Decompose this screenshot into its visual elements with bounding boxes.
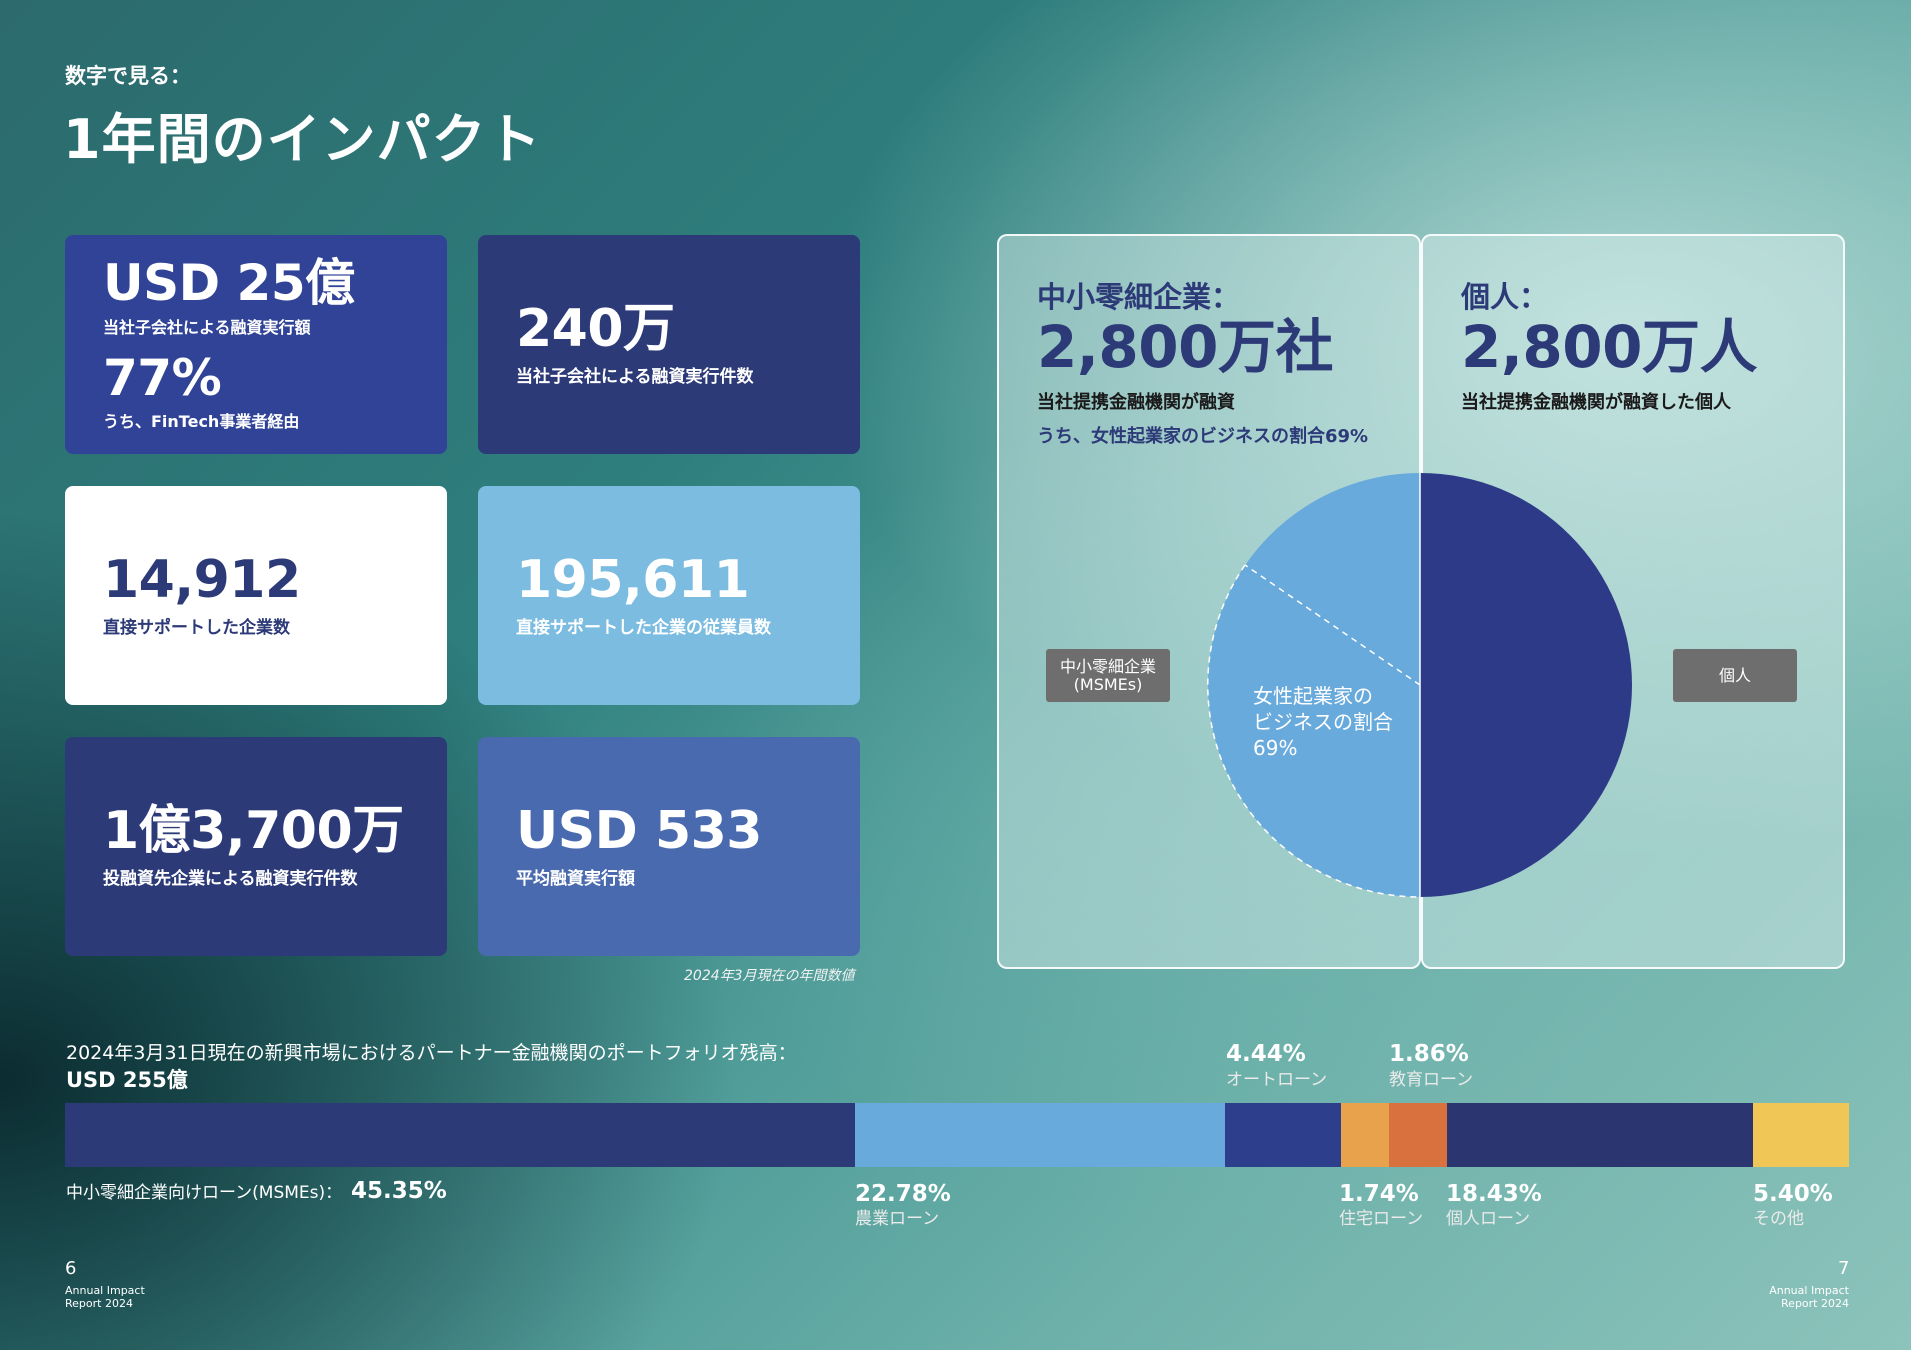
stat-card-companies: 14,912 直接サポートした企業数	[65, 486, 447, 705]
segment-agri	[855, 1103, 1225, 1167]
pie-divider-women	[1244, 564, 1421, 686]
segment-education	[1389, 1103, 1447, 1167]
pie-tag-msme-l1: 中小零細企業	[1059, 656, 1156, 676]
stat-label-secondary: うち、FinTech事業者経由	[103, 412, 300, 431]
stat-label: 直接サポートした企業の従業員数	[516, 618, 771, 639]
segment-auto	[1225, 1103, 1341, 1167]
pie-slice-individual	[1420, 473, 1632, 897]
pct-auto: 4.44%	[1226, 1041, 1306, 1067]
individual-value: 2,800万人	[1461, 313, 1757, 381]
page-number-right: 7	[1838, 1258, 1850, 1279]
segment-personal	[1447, 1103, 1753, 1167]
pie-tag-msme-l2: (MSMEs)	[1073, 674, 1143, 694]
pct-housing: 1.74%	[1339, 1181, 1419, 1207]
cat-agri: 農業ローン	[855, 1209, 940, 1229]
stat-value: 1億3,700万	[103, 800, 404, 861]
portfolio-total: USD 255億	[66, 1068, 188, 1092]
cat-personal: 個人ローン	[1446, 1209, 1531, 1229]
cat-auto: オートローン	[1226, 1070, 1328, 1090]
stat-value: 240万	[516, 298, 675, 359]
stat-card-employees: 195,611 直接サポートした企業の従業員数	[478, 486, 860, 705]
stat-card-disbursement: USD 25億 当社子会社による融資実行額 77% うち、FinTech事業者経…	[65, 235, 447, 454]
page-number-left: 6	[65, 1258, 77, 1279]
report-name-right: Annual Impact Report 2024	[1769, 1284, 1849, 1310]
pie-slice-msme	[1208, 473, 1420, 897]
pct-other: 5.40%	[1753, 1181, 1833, 1207]
msme-heading: 中小零細企業：	[1037, 280, 1241, 314]
individual-heading: 個人：	[1461, 280, 1549, 314]
pie-tag-individual: 個人	[1673, 649, 1797, 702]
pct-agri: 22.78%	[855, 1181, 951, 1207]
stat-card-disbursement-count: 240万 当社子会社による融資実行件数	[478, 235, 860, 454]
portfolio-bar	[65, 1103, 1849, 1167]
segment-msme	[65, 1103, 855, 1167]
stat-value: 195,611	[516, 549, 750, 610]
pie-inner-label-3: 69%	[1253, 736, 1297, 760]
stat-label: 当社子会社による融資実行額	[103, 317, 311, 337]
report-line-1: Annual Impact	[65, 1284, 145, 1297]
portfolio-title: 2024年3月31日現在の新興市場におけるパートナー金融機関のポートフォリオ残高…	[66, 1042, 797, 1064]
cat-housing: 住宅ローン	[1339, 1209, 1424, 1229]
stat-label: 平均融資実行額	[516, 869, 635, 890]
pie-tag-msme: 中小零細企業 (MSMEs)	[1046, 649, 1170, 702]
stat-value-secondary: 77%	[103, 348, 222, 407]
page-title: 1年間のインパクト	[63, 108, 542, 171]
stat-label: 当社子会社による融資実行件数	[516, 367, 754, 388]
segment-other	[1753, 1103, 1849, 1167]
pie-inner-label-2: ビジネスの割合	[1253, 710, 1393, 734]
cat-other: その他	[1753, 1209, 1804, 1229]
msme-label: 当社提携金融機関が融資	[1037, 391, 1235, 413]
msme-sub: うち、女性起業家のビジネスの割合69%	[1037, 425, 1369, 447]
stat-label: 投融資先企業による融資実行件数	[103, 869, 358, 890]
pie-inner-label-1: 女性起業家の	[1253, 684, 1373, 708]
report-line-1: Annual Impact	[1769, 1284, 1849, 1297]
footnote: 2024年3月現在の年間数値	[684, 968, 855, 984]
report-line-2: Report 2024	[65, 1297, 133, 1311]
eyebrow: 数字で見る：	[65, 64, 191, 88]
stat-value: 14,912	[103, 549, 301, 610]
stat-card-portfolio-count: 1億3,700万 投融資先企業による融資実行件数	[65, 737, 447, 956]
stat-card-average: USD 533 平均融資実行額	[478, 737, 860, 956]
pie-chart: 女性起業家の ビジネスの割合 69%	[1207, 473, 1632, 898]
report-line-2: Report 2024	[1781, 1297, 1849, 1311]
segment-housing	[1341, 1103, 1389, 1167]
pie-outline-women	[1207, 564, 1421, 898]
msme-value: 2,800万社	[1037, 313, 1333, 381]
stat-label: 直接サポートした企業数	[103, 618, 290, 639]
cat-education: 教育ローン	[1389, 1070, 1474, 1090]
report-name-left: Annual Impact Report 2024	[65, 1284, 145, 1310]
pct-personal: 18.43%	[1446, 1181, 1542, 1207]
cat-msme: 中小零細企業向けローン(MSMEs)：	[66, 1183, 343, 1203]
stat-value: USD 533	[516, 800, 763, 861]
stat-value: USD 25億	[103, 254, 355, 312]
pct-msme: 45.35%	[351, 1178, 447, 1204]
individual-label: 当社提携金融機関が融資した個人	[1461, 391, 1731, 413]
pct-education: 1.86%	[1389, 1041, 1469, 1067]
